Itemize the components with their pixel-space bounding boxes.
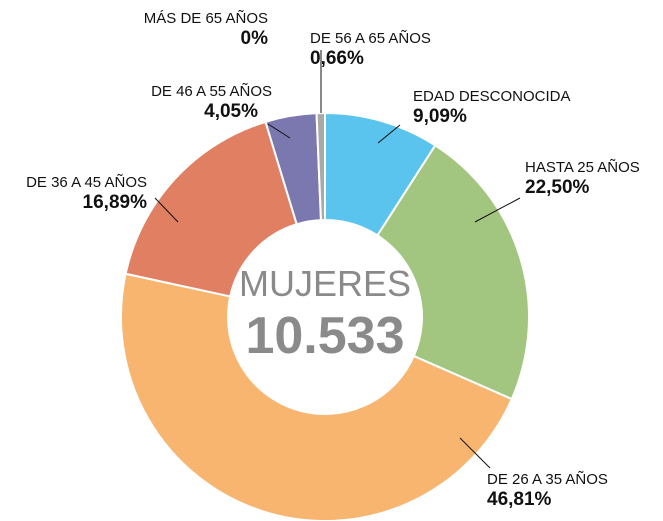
slice [376, 143, 530, 401]
slice-name: MÁS DE 65 AÑOS [144, 10, 268, 27]
slice-name: EDAD DESCONOCIDA [413, 88, 571, 105]
slice [120, 272, 514, 521]
slice-value: 9,09% [413, 106, 467, 127]
leader-line [267, 123, 291, 139]
center-total: 10.533 [245, 307, 404, 365]
leader-line [459, 437, 491, 469]
center-label: MUJERES [239, 263, 411, 304]
leader-line [474, 197, 521, 223]
slice-value: 0,66% [310, 48, 364, 69]
leader-line [377, 124, 401, 144]
slice-name: DE 36 A 45 AÑOS [26, 174, 147, 191]
slice-value: 22,50% [525, 177, 590, 198]
slice-value: 16,89% [83, 192, 148, 213]
slice [124, 120, 298, 298]
slices [120, 111, 530, 521]
leader-line [154, 197, 179, 223]
slice-value: 4,05% [204, 101, 258, 122]
slice-name: HASTA 25 AÑOS [525, 159, 640, 176]
slice-name: DE 46 A 55 AÑOS [151, 83, 272, 100]
slice-name: DE 26 A 35 AÑOS [487, 471, 608, 488]
slice-value: 46,81% [487, 489, 552, 510]
slice-name: DE 56 A 65 AÑOS [310, 30, 431, 47]
slice-value: 0% [241, 28, 269, 49]
